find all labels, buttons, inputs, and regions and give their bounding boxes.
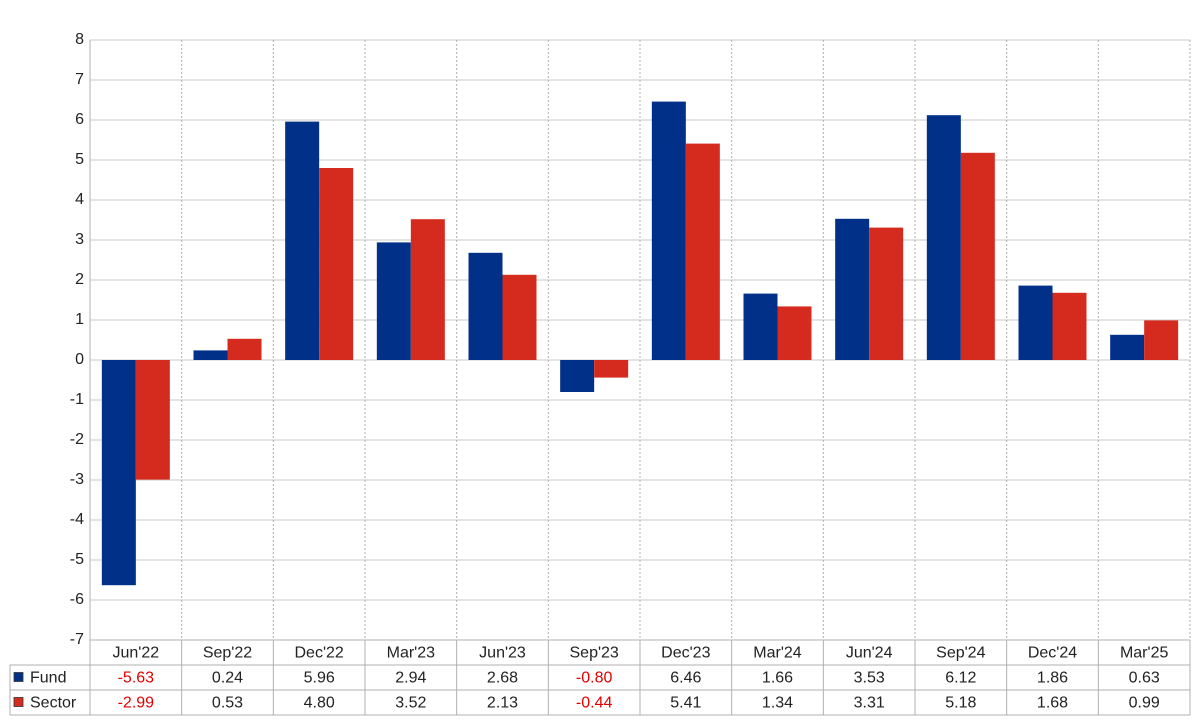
y-tick-label: 0	[75, 351, 84, 368]
y-tick-label: -5	[70, 551, 84, 568]
value-label: 1.86	[1037, 670, 1068, 687]
value-label: 0.53	[212, 695, 243, 712]
x-tick-label: Mar'24	[753, 645, 802, 662]
legend-swatch	[13, 672, 24, 682]
bar	[376, 242, 411, 360]
value-label: -5.63	[118, 670, 155, 687]
bar	[135, 360, 170, 480]
bar	[101, 360, 136, 586]
value-label: 3.31	[854, 695, 885, 712]
y-tick-label: -1	[70, 391, 84, 408]
y-tick-label: 1	[75, 311, 84, 328]
bar	[960, 152, 995, 360]
y-tick-label: -2	[70, 431, 84, 448]
bar	[560, 360, 595, 392]
value-label: 3.53	[854, 670, 885, 687]
value-label: 0.63	[1129, 670, 1160, 687]
legend-swatch	[13, 697, 24, 707]
bar	[468, 252, 503, 360]
value-label: 1.34	[762, 695, 793, 712]
bar	[502, 274, 537, 360]
bar	[285, 121, 320, 360]
x-tick-label: Mar'23	[387, 645, 436, 662]
x-tick-label: Sep'24	[936, 645, 985, 662]
bar	[1144, 320, 1179, 360]
y-tick-label: 6	[75, 111, 84, 128]
legend-label: Sector	[30, 695, 77, 712]
y-tick-label: -7	[70, 631, 84, 648]
value-label: 4.80	[304, 695, 335, 712]
bar	[777, 306, 812, 360]
bar	[835, 218, 870, 360]
y-tick-label: 3	[75, 231, 84, 248]
x-tick-label: Jun'24	[846, 645, 893, 662]
value-label: 5.41	[670, 695, 701, 712]
y-tick-label: -4	[70, 511, 84, 528]
value-label: 1.66	[762, 670, 793, 687]
y-tick-label: 7	[75, 71, 84, 88]
x-tick-label: Jun'22	[113, 645, 160, 662]
value-label: 5.18	[945, 695, 976, 712]
x-tick-label: Dec'23	[661, 645, 710, 662]
x-tick-label: Jun'23	[479, 645, 526, 662]
x-tick-label: Dec'22	[295, 645, 344, 662]
bar	[651, 101, 686, 360]
bar	[1018, 285, 1053, 360]
x-tick-label: Sep'22	[203, 645, 252, 662]
bar	[319, 168, 354, 360]
y-tick-label: -6	[70, 591, 84, 608]
value-label: 2.13	[487, 695, 518, 712]
bar	[926, 115, 961, 360]
x-tick-label: Dec'24	[1028, 645, 1077, 662]
bar	[869, 227, 904, 360]
value-label: 2.94	[395, 670, 426, 687]
value-label: 0.99	[1129, 695, 1160, 712]
y-tick-label: 8	[75, 31, 84, 48]
value-label: -0.80	[576, 670, 613, 687]
value-label: 6.46	[670, 670, 701, 687]
bar	[685, 143, 720, 360]
bar	[410, 219, 445, 360]
y-tick-label: -3	[70, 471, 84, 488]
value-label: -0.44	[576, 695, 613, 712]
bar	[1110, 334, 1145, 360]
bar	[743, 293, 778, 360]
y-tick-label: 2	[75, 271, 84, 288]
value-label: 5.96	[304, 670, 335, 687]
value-label: 6.12	[945, 670, 976, 687]
x-tick-label: Sep'23	[570, 645, 619, 662]
bar	[594, 360, 629, 378]
legend-label: Fund	[30, 670, 66, 687]
value-label: -2.99	[118, 695, 155, 712]
x-tick-label: Mar'25	[1120, 645, 1169, 662]
bar	[1052, 292, 1087, 360]
y-tick-label: 4	[75, 191, 84, 208]
y-tick-label: 5	[75, 151, 84, 168]
value-label: 3.52	[395, 695, 426, 712]
value-label: 2.68	[487, 670, 518, 687]
bar	[227, 338, 262, 360]
bar	[193, 350, 228, 360]
value-label: 1.68	[1037, 695, 1068, 712]
value-label: 0.24	[212, 670, 243, 687]
